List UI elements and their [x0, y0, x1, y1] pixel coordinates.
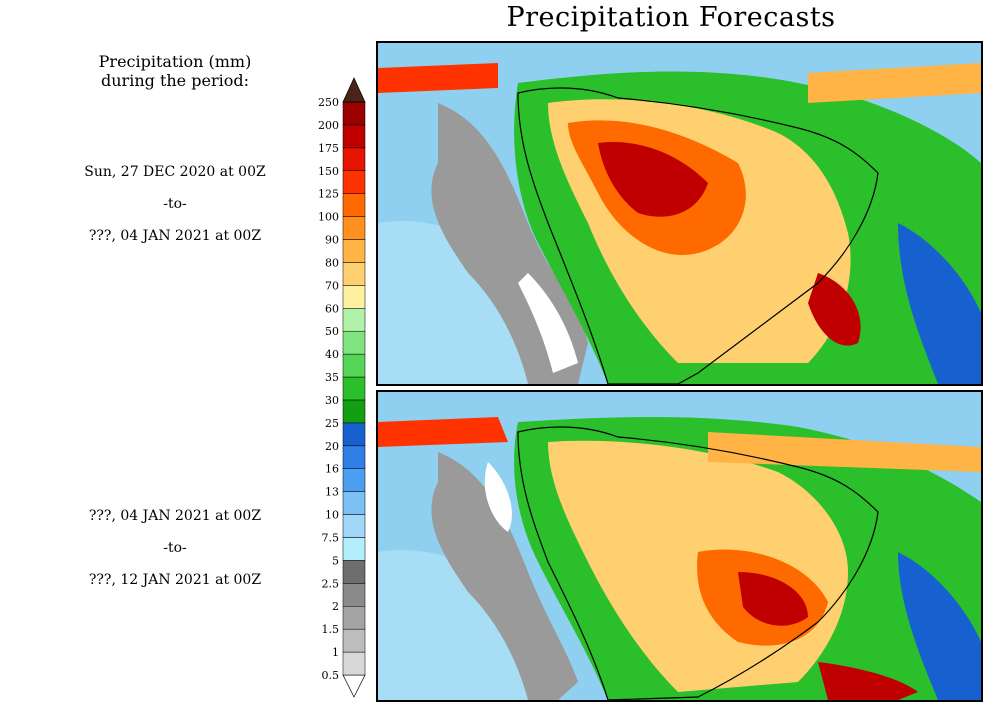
colorbar-swatch — [342, 193, 366, 217]
colorbar-swatch — [342, 422, 366, 447]
colorbar-tick-label: 30 — [325, 394, 339, 407]
colorbar-swatch — [342, 605, 366, 630]
colorbar-swatch — [342, 514, 366, 538]
colorbar-bottom-triangle — [342, 674, 366, 698]
colorbar-swatch — [342, 101, 366, 126]
colorbar-swatch — [342, 239, 366, 263]
colorbar-tick-label: 250 — [318, 96, 339, 109]
colorbar-swatch — [342, 651, 366, 676]
colorbar-swatch — [342, 537, 366, 561]
colorbar-tick-label: 125 — [318, 188, 339, 201]
colorbar-swatch — [342, 445, 366, 469]
forecast-map-panel-2 — [376, 390, 983, 702]
rain-region-red — [598, 142, 708, 217]
forecast-map-panel-1 — [376, 41, 983, 386]
colorbar-swatch — [342, 216, 366, 240]
dry-region-white — [518, 273, 578, 373]
colorbar-tick-label: 10 — [325, 509, 339, 522]
colorbar-swatch — [342, 170, 366, 194]
period-1-start: Sun, 27 DEC 2020 at 00Z — [84, 164, 266, 180]
colorbar-tick-label: 13 — [325, 486, 339, 499]
page-title: Precipitation Forecasts — [506, 2, 836, 33]
colorbar-tick-label: 35 — [325, 371, 339, 384]
colorbar-swatch — [342, 285, 366, 309]
atlantic-blue-band — [898, 552, 981, 700]
dry-region-grey — [431, 452, 578, 700]
rain-core-southeast — [808, 273, 861, 346]
colorbar-tick-label: 80 — [325, 256, 339, 269]
colorbar-swatch — [342, 262, 366, 286]
continent-outline — [517, 87, 879, 384]
colorbar-swatch — [342, 399, 366, 424]
colorbar-tick-label: 90 — [325, 234, 339, 247]
colorbar-tick-label: 50 — [325, 325, 339, 338]
colorbar-swatch — [342, 468, 366, 492]
colorbar-swatch — [342, 491, 366, 515]
colorbar-tick-label: 2 — [332, 600, 339, 613]
itcz-band-west — [378, 417, 508, 447]
forecast-period-2: ???, 04 JAN 2021 at 00Z -to- ???, 12 JAN… — [60, 506, 290, 602]
colorbar-tick-label: 40 — [325, 348, 339, 361]
forecast-period-1: Sun, 27 DEC 2020 at 00Z -to- ???, 04 JAN… — [60, 162, 290, 258]
rain-core-brazil — [738, 572, 808, 626]
colorbar-tick-label: 150 — [318, 165, 339, 178]
colorbar-swatch — [342, 308, 366, 332]
colorbar-tick-label: 60 — [325, 302, 339, 315]
colorbar-tick-label: 1 — [332, 646, 339, 659]
itcz-band-west — [378, 63, 498, 93]
colorbar-tick-label: 100 — [318, 211, 339, 224]
rain-core-southeast — [818, 662, 918, 700]
colorbar-swatch — [342, 330, 366, 355]
colorbar-tick-label: 200 — [318, 119, 339, 132]
colorbar-tick-label: 5 — [332, 554, 339, 567]
colorbar-tick-label: 25 — [325, 417, 339, 430]
colorbar-tick-label: 7.5 — [322, 531, 340, 544]
colorbar-swatch — [342, 628, 366, 653]
colorbar-tick-label: 70 — [325, 279, 339, 292]
precipitation-colorbar: 0.5 1 1.5 2 2.5 5 7.5 10 13 16 20 25 30 35 40 50 60 70 80 9… — [318, 77, 366, 698]
colorbar-tick-label: 16 — [325, 463, 339, 476]
colorbar-swatch — [342, 147, 366, 172]
period-1-end: ???, 04 JAN 2021 at 00Z — [88, 228, 262, 244]
colorbar-tick-label: 1.5 — [322, 623, 340, 636]
colorbar-swatch — [342, 583, 366, 607]
colorbar-tick-label: 20 — [325, 440, 339, 453]
period-2-end: ???, 12 JAN 2021 at 00Z — [88, 572, 262, 588]
map-south-america-period-2 — [378, 392, 981, 700]
period-2-separator: -to- — [163, 540, 187, 556]
colorbar-tick-label: 2.5 — [322, 577, 340, 590]
colorbar-tick-label: 175 — [318, 142, 339, 155]
itcz-band-east — [808, 63, 981, 103]
period-2-start: ???, 04 JAN 2021 at 00Z — [88, 508, 262, 524]
map-south-america-period-1 — [378, 43, 981, 384]
colorbar-swatch — [342, 353, 366, 378]
legend-heading: Precipitation (mm) during the period: — [60, 52, 290, 90]
atlantic-blue-band — [898, 223, 981, 384]
legend-heading-text: Precipitation (mm) during the period: — [98, 52, 252, 90]
colorbar-swatch — [342, 560, 366, 584]
dry-region-white — [484, 462, 512, 532]
colorbar-swatch — [342, 124, 366, 149]
colorbar-top-triangle — [342, 77, 366, 103]
colorbar-tick-label: 0.5 — [322, 669, 340, 682]
continent-outline — [517, 426, 879, 700]
period-1-separator: -to- — [163, 196, 187, 212]
colorbar-swatch — [342, 376, 366, 401]
